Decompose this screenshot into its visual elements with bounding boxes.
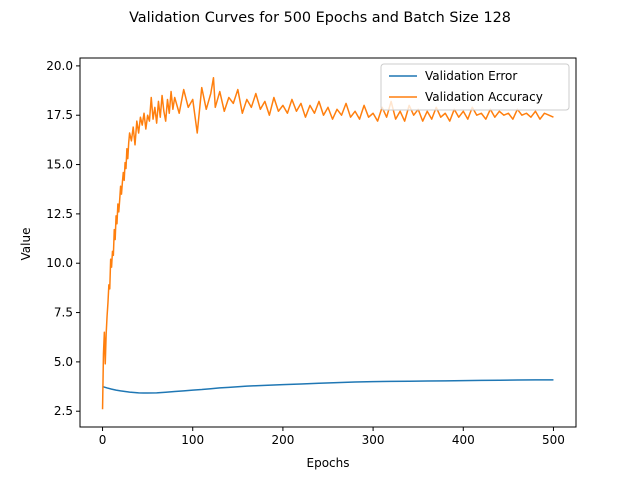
x-tick-label: 200: [271, 433, 294, 447]
plot-area: [79, 57, 577, 428]
y-tick-label: 2.5: [54, 404, 73, 418]
x-tick-label: 300: [362, 433, 385, 447]
y-tick-label: 15.0: [46, 158, 73, 172]
y-axis-label: Value: [19, 228, 33, 261]
y-tick-label: 12.5: [46, 207, 73, 221]
axes-frame: [79, 57, 577, 428]
legend-box: [380, 63, 570, 111]
legend-label-1: Validation Accuracy: [425, 90, 543, 104]
x-tick-label: 500: [542, 433, 565, 447]
x-axis-label: Epochs: [307, 456, 350, 470]
chart-title: Validation Curves for 500 Epochs and Bat…: [129, 10, 511, 26]
y-tick-label: 17.5: [46, 108, 73, 122]
series-lines: [101, 76, 554, 410]
y-axis-ticks: 2.5 5.0 7.5 10.0 12.5 15.0 17.5 20.0: [46, 59, 80, 418]
series-line-0: [102, 379, 554, 394]
y-tick-label: 7.5: [54, 306, 73, 320]
x-tick-label: 0: [99, 433, 107, 447]
legend: Validation Error Validation Accuracy: [380, 63, 570, 111]
y-tick-label: 5.0: [54, 355, 73, 369]
x-tick-label: 100: [181, 433, 204, 447]
x-axis-ticks: 0 100 200 300 400 500: [99, 427, 565, 447]
x-tick-label: 400: [452, 433, 475, 447]
series-line-1: [101, 76, 554, 410]
legend-label-0: Validation Error: [425, 69, 517, 83]
y-tick-label: 10.0: [46, 256, 73, 270]
y-tick-label: 20.0: [46, 59, 73, 73]
